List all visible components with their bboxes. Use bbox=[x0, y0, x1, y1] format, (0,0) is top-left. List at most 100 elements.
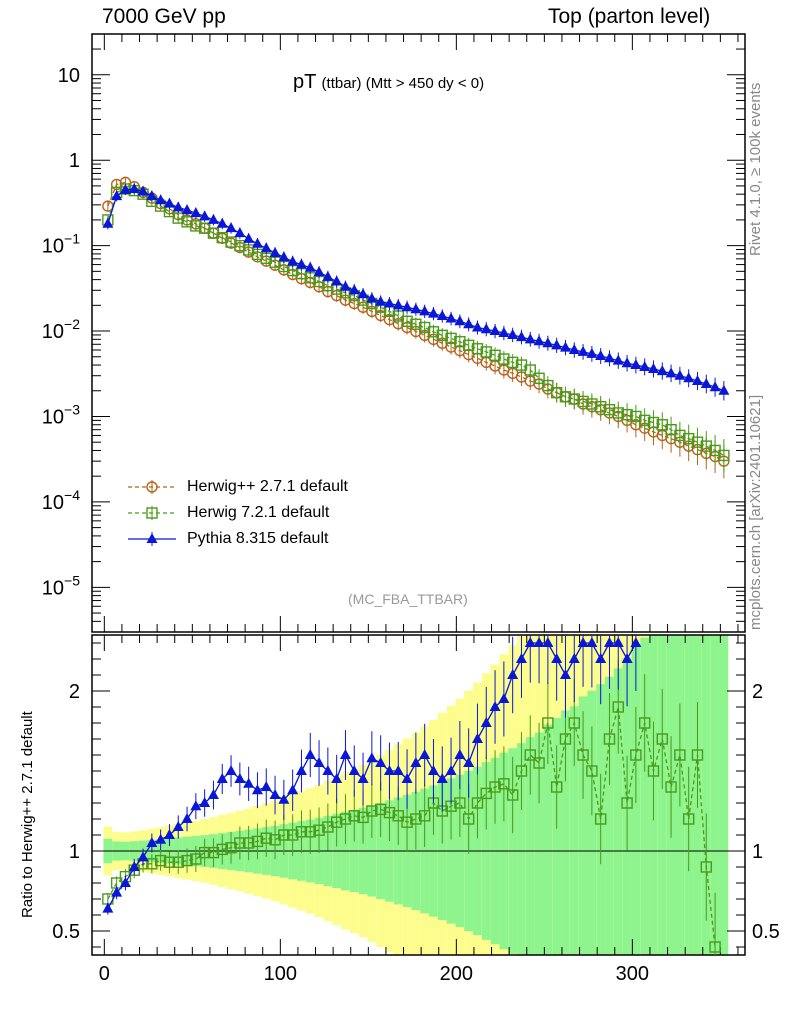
data-point bbox=[260, 242, 272, 253]
data-point bbox=[401, 816, 413, 828]
data-point bbox=[339, 749, 351, 759]
data-point bbox=[674, 429, 686, 442]
y-tick-label: 10−3 bbox=[42, 401, 80, 428]
data-point bbox=[542, 337, 554, 348]
data-point bbox=[146, 481, 158, 493]
y-tick-label: 10−2 bbox=[42, 316, 80, 343]
data-point bbox=[515, 765, 528, 777]
data-point bbox=[471, 321, 483, 332]
data-point bbox=[551, 653, 563, 663]
data-point bbox=[348, 284, 360, 295]
ratio-y-tick-label-right: 2 bbox=[752, 681, 763, 703]
legend-symbols bbox=[128, 480, 176, 546]
data-point bbox=[410, 757, 422, 767]
data-point bbox=[471, 343, 484, 355]
data-point bbox=[418, 321, 431, 334]
data-point bbox=[225, 222, 237, 233]
data-point bbox=[445, 765, 457, 775]
inner-band-bin bbox=[605, 676, 614, 955]
data-point bbox=[322, 765, 334, 775]
data-point bbox=[709, 941, 721, 953]
inner-band-bin bbox=[613, 668, 623, 955]
data-point bbox=[146, 533, 158, 543]
data-point bbox=[498, 353, 510, 365]
data-point bbox=[436, 773, 448, 783]
inner-band-bin bbox=[578, 696, 588, 955]
data-point bbox=[383, 297, 395, 308]
x-axis: 0 100 200 300 bbox=[99, 34, 739, 985]
data-point bbox=[463, 318, 475, 329]
data-point bbox=[146, 507, 158, 519]
data-point bbox=[524, 749, 536, 761]
data-point bbox=[691, 436, 704, 448]
data-point bbox=[330, 816, 343, 828]
data-point bbox=[269, 789, 281, 799]
data-point bbox=[313, 824, 325, 836]
data-point bbox=[683, 372, 695, 383]
data-point bbox=[559, 733, 572, 745]
inner-band-bin bbox=[710, 635, 720, 955]
data-point bbox=[691, 375, 703, 386]
y-tick-label: 1 bbox=[69, 150, 80, 172]
data-point bbox=[533, 757, 545, 769]
data-point bbox=[251, 784, 263, 795]
ratio-y-axis: 0.5 0.5 1 1 2 2 bbox=[52, 642, 780, 948]
data-point bbox=[366, 292, 378, 303]
data-point bbox=[410, 813, 422, 825]
data-point bbox=[691, 749, 704, 761]
data-point bbox=[339, 813, 352, 825]
data-point bbox=[665, 367, 677, 378]
data-point bbox=[331, 275, 343, 286]
data-point bbox=[621, 797, 633, 809]
data-point bbox=[190, 853, 202, 865]
data-point bbox=[172, 856, 184, 868]
data-point bbox=[190, 800, 202, 811]
data-point bbox=[524, 333, 536, 344]
data-point bbox=[348, 810, 360, 822]
data-point bbox=[612, 701, 624, 713]
data-point bbox=[111, 886, 123, 897]
data-point bbox=[551, 339, 563, 350]
data-point bbox=[586, 637, 598, 647]
data-point bbox=[524, 637, 536, 647]
data-point bbox=[375, 295, 387, 306]
data-point bbox=[533, 637, 545, 647]
data-point bbox=[295, 826, 308, 838]
data-point bbox=[647, 416, 660, 429]
data-point bbox=[436, 310, 448, 321]
data-point bbox=[225, 236, 237, 248]
data-point bbox=[621, 408, 633, 421]
data-point bbox=[278, 829, 290, 841]
y-tick-label: 10−4 bbox=[42, 487, 80, 514]
data-point bbox=[480, 323, 492, 334]
data-point bbox=[630, 359, 642, 370]
data-point bbox=[454, 315, 466, 326]
data-point bbox=[594, 813, 607, 825]
data-point bbox=[621, 357, 633, 368]
main-series-2 bbox=[102, 182, 730, 401]
data-point bbox=[471, 733, 483, 743]
data-point bbox=[515, 653, 527, 663]
data-point bbox=[137, 185, 149, 196]
data-point bbox=[621, 653, 633, 663]
inner-band-bin bbox=[534, 732, 544, 955]
data-point bbox=[682, 432, 695, 445]
data-point bbox=[234, 773, 246, 783]
data-point bbox=[172, 201, 184, 212]
data-point bbox=[146, 858, 158, 870]
data-point bbox=[682, 813, 695, 825]
data-point bbox=[427, 326, 440, 338]
data-point bbox=[128, 861, 140, 871]
data-point bbox=[322, 270, 334, 281]
data-point bbox=[155, 833, 167, 844]
legend-entry-pythia: Pythia 8.315 default bbox=[187, 530, 329, 547]
data-point bbox=[418, 810, 431, 822]
data-point bbox=[119, 183, 131, 194]
data-point bbox=[286, 829, 299, 841]
data-point bbox=[401, 315, 413, 328]
title-sub: (ttbar) (Mtt > 450 dy < 0) bbox=[321, 75, 485, 92]
data-point bbox=[410, 318, 422, 330]
inner-band-bin bbox=[561, 710, 570, 955]
